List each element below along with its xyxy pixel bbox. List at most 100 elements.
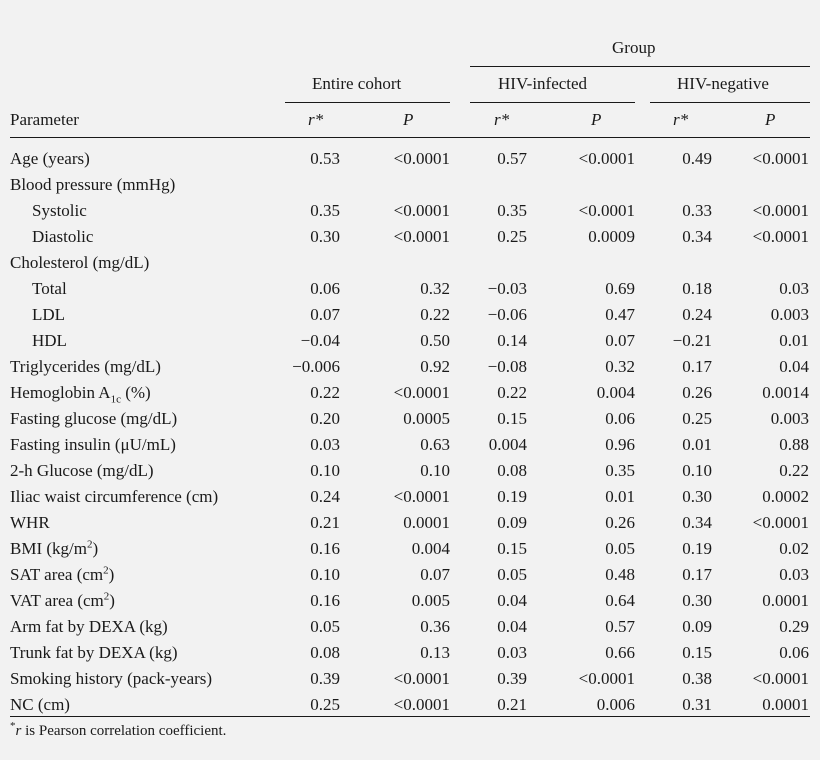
table-row: Age (years) 0.53 <0.0001 0.57 <0.0001 0.49 <0.… xyxy=(0,146,820,172)
entire-cohort-header: Entire cohort xyxy=(312,74,402,93)
row-label: BMI (kg/m2) xyxy=(10,538,99,558)
p-value: 0.04 xyxy=(779,357,809,376)
row-label: SAT area (cm2) xyxy=(10,564,115,584)
row-label: Hemoglobin A1c (%) xyxy=(10,383,151,406)
row-label: Smoking history (pack-years) xyxy=(10,669,213,688)
r-value: 0.15 xyxy=(497,539,527,558)
table-row: Total 0.06 0.32 −0.03 0.69 0.18 0.03 xyxy=(0,276,820,302)
p-value: 0.004 xyxy=(596,383,635,402)
r-value: 0.24 xyxy=(310,487,340,506)
p-header-hiv-negative: P xyxy=(765,110,776,129)
table-row: Smoking history (pack-years) 0.39 <0.0001 0… xyxy=(0,666,820,692)
r-value: 0.17 xyxy=(682,565,712,584)
p-value: 0.63 xyxy=(420,435,450,454)
table-row: WHR 0.21 0.0001 0.09 0.26 0.34 <0.0001 xyxy=(0,510,820,536)
p-value: 0.48 xyxy=(605,565,635,584)
r-value: 0.15 xyxy=(682,643,712,662)
p-value: 0.05 xyxy=(605,539,635,558)
p-value: 0.26 xyxy=(605,513,635,532)
row-label: Diastolic xyxy=(32,227,94,246)
r-value: 0.10 xyxy=(310,461,340,480)
p-value: 0.0001 xyxy=(403,513,450,532)
p-value: 0.01 xyxy=(605,487,635,506)
p-value: 0.64 xyxy=(605,591,635,610)
r-value: −0.21 xyxy=(672,331,712,350)
r-value: 0.20 xyxy=(310,409,340,428)
r-value: 0.21 xyxy=(497,695,527,714)
p-value: 0.03 xyxy=(779,565,809,584)
r-value: 0.05 xyxy=(497,565,527,584)
r-value: 0.39 xyxy=(310,669,340,688)
hiv-infected-rule xyxy=(470,102,635,103)
row-label: Cholesterol (mg/dL) xyxy=(10,253,150,272)
table-row: Diastolic 0.30 <0.0001 0.25 0.0009 0.34 <0.000… xyxy=(0,224,820,250)
table-row: NC (cm) 0.25 <0.0001 0.21 0.006 0.31 0.0001 xyxy=(0,692,820,718)
table-row: Fasting glucose (mg/dL) 0.20 0.0005 0.15 0.0… xyxy=(0,406,820,432)
r-value: 0.07 xyxy=(310,305,340,324)
r-value: 0.05 xyxy=(310,617,340,636)
p-value: 0.66 xyxy=(605,643,635,662)
table-row: Fasting insulin (μU/mL) 0.03 0.63 0.004 0.96… xyxy=(0,432,820,458)
p-value: <0.0001 xyxy=(578,149,635,168)
r-value: 0.04 xyxy=(497,591,527,610)
row-label: Fasting glucose (mg/dL) xyxy=(10,409,178,428)
table-row: SAT area (cm2) 0.10 0.07 0.05 0.48 0.17 0.03 xyxy=(0,562,820,588)
r-value: 0.35 xyxy=(497,201,527,220)
hiv-infected-header: HIV-infected xyxy=(498,74,588,93)
table-row: Hemoglobin A1c (%) 0.22 <0.0001 0.22 0.004 0.… xyxy=(0,380,820,406)
p-value: 0.47 xyxy=(605,305,635,324)
row-label: HDL xyxy=(32,331,67,350)
p-value: 0.003 xyxy=(770,409,809,428)
r-value: 0.19 xyxy=(682,539,712,558)
p-value: 0.07 xyxy=(420,565,450,584)
row-label: Iliac waist circumference (cm) xyxy=(10,487,219,506)
p-value: 0.02 xyxy=(779,539,809,558)
p-value: <0.0001 xyxy=(393,383,450,402)
table-row: Iliac waist circumference (cm) 0.24 <0.000… xyxy=(0,484,820,510)
hiv-negative-header: HIV-negative xyxy=(677,74,769,93)
p-value: <0.0001 xyxy=(752,669,809,688)
row-label: 2-h Glucose (mg/dL) xyxy=(10,461,154,480)
r-value: 0.57 xyxy=(497,149,527,168)
r-value: 0.30 xyxy=(682,591,712,610)
r-value: −0.06 xyxy=(487,305,527,324)
hiv-negative-rule xyxy=(650,102,810,103)
r-value: 0.09 xyxy=(497,513,527,532)
table-row: BMI (kg/m2) 0.16 0.004 0.15 0.05 0.19 0.02 xyxy=(0,536,820,562)
table-row: LDL 0.07 0.22 −0.06 0.47 0.24 0.003 xyxy=(0,302,820,328)
r-value: 0.25 xyxy=(310,695,340,714)
p-value: 0.32 xyxy=(420,279,450,298)
r-value: 0.10 xyxy=(310,565,340,584)
p-value: <0.0001 xyxy=(393,669,450,688)
r-value: 0.15 xyxy=(497,409,527,428)
row-label: Fasting insulin (μU/mL) xyxy=(10,435,176,454)
p-value: <0.0001 xyxy=(752,513,809,532)
table-row: HDL −0.04 0.50 0.14 0.07 −0.21 0.01 xyxy=(0,328,820,354)
row-label: NC (cm) xyxy=(10,695,70,714)
p-value: <0.0001 xyxy=(393,227,450,246)
p-value: 0.88 xyxy=(779,435,809,454)
entire-cohort-rule xyxy=(285,102,450,103)
p-value: 0.03 xyxy=(779,279,809,298)
p-value: 0.07 xyxy=(605,331,635,350)
p-value: <0.0001 xyxy=(578,669,635,688)
table-row: 2-h Glucose (mg/dL) 0.10 0.10 0.08 0.35 0.10 0… xyxy=(0,458,820,484)
p-value: 0.006 xyxy=(596,695,635,714)
p-value: 0.0014 xyxy=(762,383,809,402)
p-value: 0.06 xyxy=(779,643,809,662)
r-value: 0.04 xyxy=(497,617,527,636)
r-value: 0.004 xyxy=(488,435,527,454)
r-value: 0.26 xyxy=(682,383,712,402)
r-value: 0.53 xyxy=(310,149,340,168)
p-value: 0.69 xyxy=(605,279,635,298)
r-value: 0.30 xyxy=(682,487,712,506)
r-value: 0.03 xyxy=(497,643,527,662)
p-value: <0.0001 xyxy=(752,227,809,246)
p-value: <0.0001 xyxy=(393,695,450,714)
p-value: 0.10 xyxy=(420,461,450,480)
row-label: Age (years) xyxy=(10,149,90,168)
p-header-entire: P xyxy=(403,110,414,129)
row-label: Triglycerides (mg/dL) xyxy=(10,357,161,376)
p-value: 0.0005 xyxy=(403,409,450,428)
